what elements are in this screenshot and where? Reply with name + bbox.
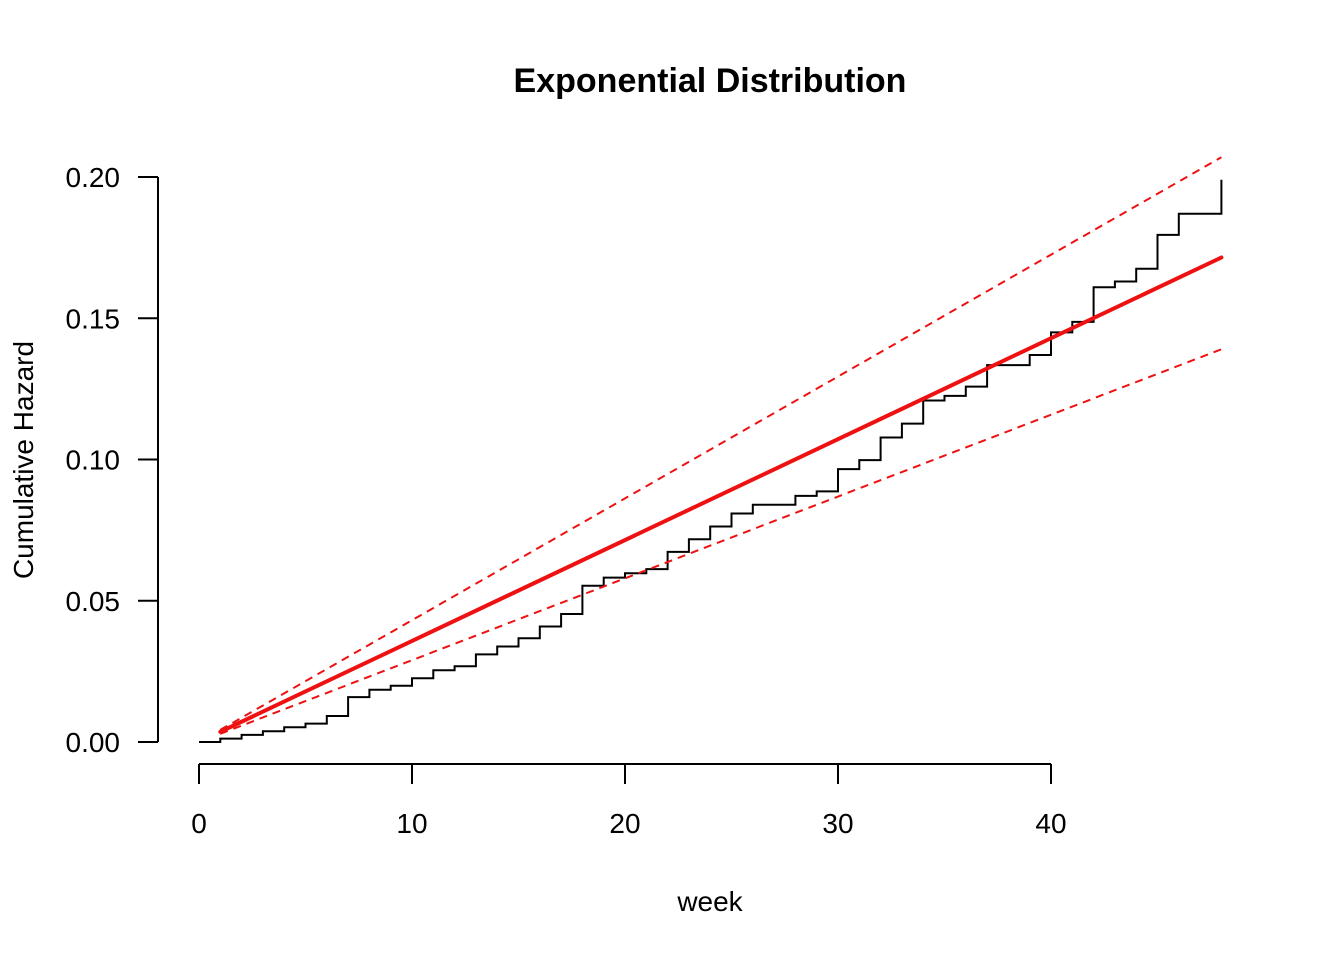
y-axis-label: Cumulative Hazard [8,341,39,579]
y-tick-label: 0.15 [66,303,121,334]
plot-series [199,156,1224,743]
x-tick-label: 20 [609,808,640,839]
confidence-bound-line [219,348,1222,735]
x-tick-label: 40 [1035,808,1066,839]
x-tick-label: 0 [191,808,207,839]
empirical-hazard-step-line [199,179,1223,743]
y-tick-label: 0.20 [66,162,121,193]
x-axis: 0 10 20 30 40 [191,763,1067,839]
y-tick-label: 0.00 [66,727,121,758]
x-axis-label: week [676,886,743,917]
y-tick-label: 0.10 [66,445,121,476]
confidence-bound-line [219,156,1222,731]
chart-title: Exponential Distribution [514,62,907,100]
y-axis: 0.00 0.05 0.10 0.15 0.20 [66,162,159,758]
fitted-hazard-line [218,255,1224,734]
x-tick-label: 30 [822,808,853,839]
x-tick-label: 10 [396,808,427,839]
y-tick-label: 0.05 [66,586,121,617]
